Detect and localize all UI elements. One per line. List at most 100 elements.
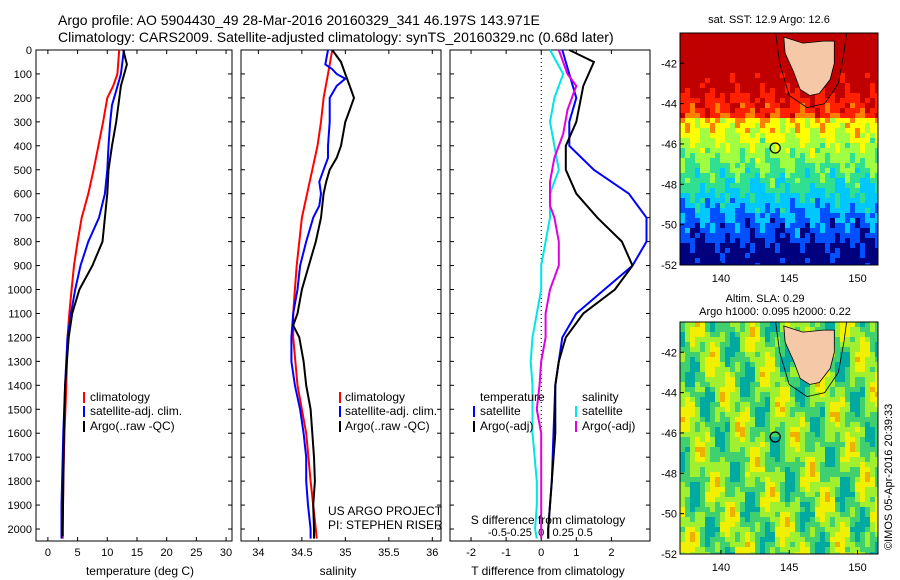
map-cell <box>855 422 861 428</box>
map-y-tick-label: -46 <box>661 139 677 151</box>
map-cell <box>745 382 751 388</box>
map-cell <box>820 133 826 139</box>
map-cell <box>765 352 771 358</box>
map-cell <box>865 507 871 513</box>
map-cell <box>855 427 861 433</box>
map-cell <box>715 552 721 554</box>
map-cell <box>830 502 836 508</box>
map-cell <box>700 238 706 244</box>
map-cell <box>725 243 731 249</box>
map-cell <box>735 507 741 513</box>
map-cell <box>790 88 796 94</box>
map-cell <box>765 208 771 214</box>
map-cell <box>850 103 856 109</box>
y-tick-label: 1300 <box>8 356 32 368</box>
map-cell <box>680 38 686 44</box>
map-cell <box>730 322 736 328</box>
map-cell <box>780 133 786 139</box>
map-cell <box>850 417 856 423</box>
map-cell <box>720 437 726 443</box>
map-cell <box>870 243 876 249</box>
map-cell <box>715 467 721 473</box>
map-cell <box>745 263 751 265</box>
map-cell <box>870 322 876 328</box>
map-cell <box>710 243 716 249</box>
map-cell <box>780 467 786 473</box>
map-cell <box>680 208 686 214</box>
map-cell <box>790 233 796 239</box>
map-cell <box>825 103 831 109</box>
map-cell <box>735 417 741 423</box>
map-cell <box>870 168 876 174</box>
map-cell <box>795 522 801 528</box>
map-cell <box>770 447 776 453</box>
map-cell <box>805 173 811 179</box>
map-cell <box>705 123 711 129</box>
legend-satellite: satellite-adj. clim. <box>345 404 437 418</box>
map-cell <box>705 452 711 458</box>
map-cell <box>740 447 746 453</box>
map-cell <box>720 98 726 104</box>
map-cell <box>705 512 711 518</box>
map-cell <box>775 248 781 254</box>
map-cell <box>710 502 716 508</box>
map-cell <box>740 138 746 144</box>
map-cell <box>745 397 751 403</box>
map-cell <box>855 223 861 229</box>
map-cell <box>855 502 861 508</box>
map-cell <box>775 477 781 483</box>
map-cell <box>720 258 726 264</box>
map-cell <box>765 173 771 179</box>
map-cell <box>730 377 736 383</box>
map-cell <box>805 542 811 548</box>
map-cell <box>710 327 716 333</box>
map-cell <box>745 78 751 84</box>
map-cell <box>855 233 861 239</box>
difference-xlabel: T difference from climatology <box>471 564 625 578</box>
map-cell <box>795 502 801 508</box>
x-tick-label: 25 <box>190 547 202 559</box>
map-cell <box>735 78 741 84</box>
x-tick-label: 10 <box>101 547 113 559</box>
map-cell <box>770 198 776 204</box>
map-cell <box>730 357 736 363</box>
map-cell <box>855 168 861 174</box>
map-cell <box>725 163 731 169</box>
map-cell <box>690 422 696 428</box>
map-cell <box>785 537 791 543</box>
map-cell <box>860 158 866 164</box>
map-cell <box>795 133 801 139</box>
map-cell <box>795 372 801 378</box>
map-cell <box>680 88 686 94</box>
x-tick-label: 1 <box>573 547 579 559</box>
map-cell <box>725 188 731 194</box>
map-cell <box>725 38 731 44</box>
map-cell <box>800 477 806 483</box>
map-cell <box>775 507 781 513</box>
map-cell <box>805 213 811 219</box>
map-cell <box>795 108 801 114</box>
map-cell <box>825 233 831 239</box>
map-cell <box>860 352 866 358</box>
map-cell <box>740 532 746 538</box>
map-cell <box>740 327 746 333</box>
map-cell <box>845 263 851 265</box>
map-cell <box>695 58 701 64</box>
map-cell <box>700 168 706 174</box>
map-cell <box>795 552 801 554</box>
map-cell <box>695 48 701 54</box>
map-cell <box>870 492 876 498</box>
map-cell <box>745 457 751 463</box>
map-cell <box>690 223 696 229</box>
map-cell <box>770 472 776 478</box>
map-cell <box>870 93 876 99</box>
map-cell <box>750 53 756 59</box>
map-cell <box>815 387 821 393</box>
map-cell <box>680 173 686 179</box>
map-cell <box>700 372 706 378</box>
map-cell <box>735 228 741 234</box>
map-cell <box>720 497 726 503</box>
map-cell <box>870 233 876 239</box>
map-cell <box>745 357 751 363</box>
map-cell <box>805 537 811 543</box>
